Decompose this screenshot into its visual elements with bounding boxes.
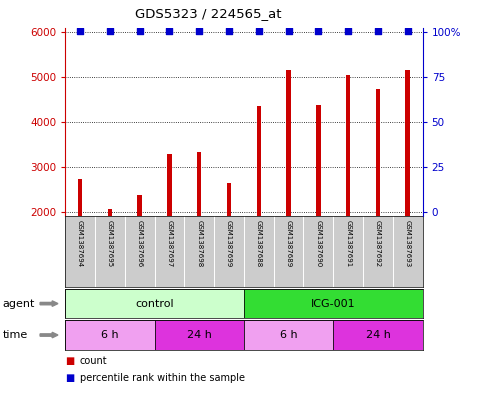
Text: 6 h: 6 h: [280, 330, 298, 340]
Point: [76, 28, 84, 34]
Text: GSM1387688: GSM1387688: [256, 220, 262, 267]
Text: ICG-001: ICG-001: [311, 299, 355, 309]
Bar: [65, 289, 244, 318]
Bar: [256, 106, 261, 301]
Text: GSM1387689: GSM1387689: [285, 220, 292, 267]
Point: [136, 28, 143, 34]
Point: [195, 28, 203, 34]
Text: 24 h: 24 h: [187, 330, 212, 340]
Bar: [346, 75, 350, 301]
Point: [374, 28, 382, 34]
Bar: [286, 70, 291, 301]
Text: count: count: [80, 356, 107, 366]
Bar: [167, 154, 171, 301]
Text: GSM1387695: GSM1387695: [107, 220, 113, 267]
Bar: [155, 320, 244, 350]
Bar: [108, 209, 112, 301]
Bar: [65, 320, 155, 350]
Point: [314, 28, 322, 34]
Text: 24 h: 24 h: [366, 330, 390, 340]
Text: GSM1387692: GSM1387692: [375, 220, 381, 267]
Bar: [138, 195, 142, 301]
Bar: [316, 105, 321, 301]
Bar: [376, 90, 380, 301]
Text: control: control: [135, 299, 174, 309]
Text: percentile rank within the sample: percentile rank within the sample: [80, 373, 245, 383]
Bar: [406, 70, 410, 301]
Text: GSM1387693: GSM1387693: [405, 220, 411, 267]
Bar: [333, 320, 423, 350]
Text: GSM1387694: GSM1387694: [77, 220, 83, 267]
Text: GSM1387698: GSM1387698: [196, 220, 202, 267]
Text: time: time: [2, 330, 28, 340]
Point: [166, 28, 173, 34]
Text: GSM1387696: GSM1387696: [137, 220, 142, 267]
Point: [255, 28, 263, 34]
Point: [106, 28, 114, 34]
Text: 6 h: 6 h: [101, 330, 119, 340]
Bar: [197, 152, 201, 301]
Text: GSM1387691: GSM1387691: [345, 220, 351, 267]
Point: [285, 28, 293, 34]
Point: [344, 28, 352, 34]
Text: ■: ■: [65, 373, 74, 383]
Text: ■: ■: [65, 356, 74, 366]
Text: GSM1387699: GSM1387699: [226, 220, 232, 267]
Bar: [244, 320, 333, 350]
Point: [225, 28, 233, 34]
Text: agent: agent: [2, 299, 35, 309]
Point: [404, 28, 412, 34]
Bar: [244, 289, 423, 318]
Text: GDS5323 / 224565_at: GDS5323 / 224565_at: [135, 7, 282, 20]
Bar: [227, 183, 231, 301]
Bar: [78, 179, 82, 301]
Text: GSM1387690: GSM1387690: [315, 220, 321, 267]
Text: GSM1387697: GSM1387697: [167, 220, 172, 267]
